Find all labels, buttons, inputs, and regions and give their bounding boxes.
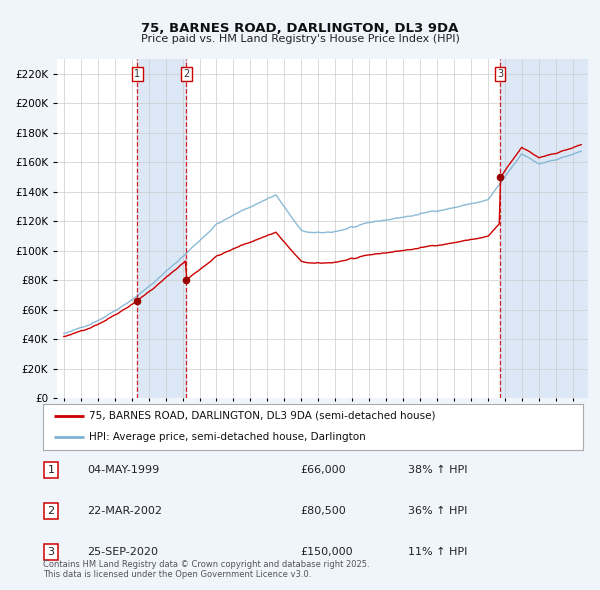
- Text: 11% ↑ HPI: 11% ↑ HPI: [408, 548, 467, 557]
- Text: 2: 2: [47, 506, 55, 516]
- Bar: [137, 59, 186, 398]
- Text: 2: 2: [183, 69, 190, 79]
- Text: £150,000: £150,000: [300, 548, 353, 557]
- Bar: [500, 59, 588, 398]
- Text: 1: 1: [47, 465, 55, 474]
- Text: 36% ↑ HPI: 36% ↑ HPI: [408, 506, 467, 516]
- Text: 22-MAR-2002: 22-MAR-2002: [87, 506, 162, 516]
- Text: 3: 3: [47, 548, 55, 557]
- Text: 04-MAY-1999: 04-MAY-1999: [87, 465, 159, 474]
- Text: Price paid vs. HM Land Registry's House Price Index (HPI): Price paid vs. HM Land Registry's House …: [140, 34, 460, 44]
- Text: 75, BARNES ROAD, DARLINGTON, DL3 9DA (semi-detached house): 75, BARNES ROAD, DARLINGTON, DL3 9DA (se…: [89, 411, 436, 421]
- Text: 3: 3: [497, 69, 503, 79]
- Text: 75, BARNES ROAD, DARLINGTON, DL3 9DA: 75, BARNES ROAD, DARLINGTON, DL3 9DA: [142, 22, 458, 35]
- Text: 1: 1: [134, 69, 140, 79]
- Text: £80,500: £80,500: [300, 506, 346, 516]
- Text: Contains HM Land Registry data © Crown copyright and database right 2025.
This d: Contains HM Land Registry data © Crown c…: [43, 560, 370, 579]
- Text: £66,000: £66,000: [300, 465, 346, 474]
- Text: 38% ↑ HPI: 38% ↑ HPI: [408, 465, 467, 474]
- Text: HPI: Average price, semi-detached house, Darlington: HPI: Average price, semi-detached house,…: [89, 432, 366, 442]
- Text: 25-SEP-2020: 25-SEP-2020: [87, 548, 158, 557]
